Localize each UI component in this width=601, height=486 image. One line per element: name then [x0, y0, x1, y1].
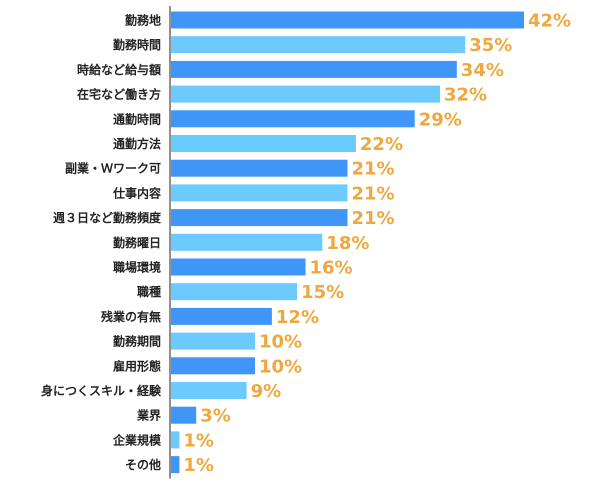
bar-5 — [171, 110, 415, 128]
bar-14 — [171, 332, 255, 350]
value-label-9: 21% — [352, 208, 395, 229]
value-label-6: 22% — [360, 134, 403, 155]
value-label-1: 42% — [528, 11, 571, 32]
category-label-12: 職種 — [137, 284, 161, 299]
category-label-4: 在宅など働き方 — [77, 87, 161, 102]
bar-16 — [171, 382, 247, 399]
category-label-10: 勤務曜日 — [113, 235, 161, 250]
category-label-1: 勤務地 — [125, 13, 161, 28]
value-label-8: 21% — [352, 183, 395, 204]
bar-8 — [171, 184, 348, 202]
bar-6 — [171, 135, 356, 152]
value-label-15: 10% — [259, 356, 302, 377]
bar-15 — [171, 357, 255, 375]
category-label-14: 勤務期間 — [113, 334, 161, 349]
value-label-10: 18% — [326, 233, 369, 254]
value-label-19: 1% — [183, 455, 214, 476]
bar-4 — [171, 85, 440, 103]
category-label-3: 時給など給与額 — [77, 62, 161, 77]
category-label-13: 残業の有無 — [101, 309, 161, 324]
bar-10 — [171, 233, 323, 251]
value-label-13: 12% — [276, 307, 319, 328]
category-labels-group: 勤務地勤務時間時給など給与額在宅など働き方通勤時間通勤方法副業・Ｗワーク可仕事内… — [41, 13, 162, 473]
category-label-18: 企業規模 — [112, 432, 162, 447]
value-label-4: 32% — [444, 85, 487, 106]
bar-13 — [171, 307, 272, 325]
bar-9 — [171, 209, 348, 227]
category-label-7: 副業・Ｗワーク可 — [65, 161, 161, 176]
bar-12 — [171, 283, 298, 301]
value-label-14: 10% — [259, 332, 302, 353]
category-label-2: 勤務時間 — [113, 37, 161, 52]
category-label-15: 雇用形態 — [113, 358, 161, 373]
value-label-12: 15% — [301, 282, 344, 303]
bar-7 — [171, 159, 348, 177]
value-label-17: 3% — [200, 406, 231, 427]
value-label-11: 16% — [310, 258, 353, 279]
bars-group — [171, 11, 524, 474]
value-labels-group: 42% 35% 34% 32% 29% 22% 21% 21% 21% 18% 16% 15% 12% 1… — [183, 11, 571, 477]
category-label-5: 通勤時間 — [113, 111, 161, 126]
bar-11 — [171, 258, 306, 276]
category-label-11: 職場環境 — [113, 260, 161, 275]
category-label-17: 業界 — [136, 408, 161, 423]
category-label-6: 通勤方法 — [113, 136, 161, 151]
value-label-5: 29% — [419, 109, 462, 130]
value-label-2: 35% — [469, 35, 512, 56]
value-label-7: 21% — [352, 159, 395, 180]
bar-2 — [171, 36, 466, 54]
bar-1 — [171, 11, 524, 29]
bar-19 — [171, 456, 180, 474]
value-label-18: 1% — [183, 430, 214, 451]
bar-18 — [171, 431, 180, 449]
category-label-16: 身につくスキル・経験 — [41, 383, 162, 398]
category-label-19: その他 — [125, 457, 161, 472]
category-label-8: 仕事内容 — [112, 185, 161, 200]
bar-17 — [171, 406, 197, 424]
bar-3 — [171, 60, 457, 78]
value-label-3: 34% — [461, 60, 504, 81]
value-label-16: 9% — [251, 381, 282, 402]
category-label-9: 週３日など勤務頻度 — [53, 210, 162, 225]
